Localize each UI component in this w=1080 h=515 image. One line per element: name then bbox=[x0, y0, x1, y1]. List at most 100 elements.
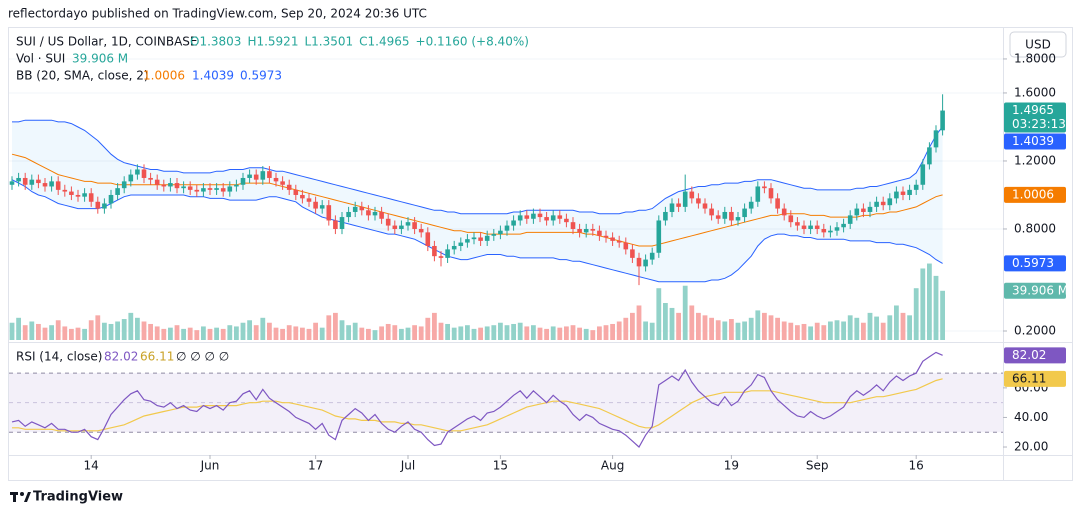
volume-bar bbox=[795, 325, 800, 340]
candle-body bbox=[36, 179, 41, 184]
candle-body bbox=[88, 193, 94, 202]
footer-brand: TradingView bbox=[33, 490, 123, 505]
candle-body bbox=[115, 188, 120, 195]
candle-body bbox=[451, 245, 457, 250]
candle-body bbox=[550, 215, 556, 221]
volume-bar bbox=[729, 319, 734, 340]
candle-body bbox=[121, 181, 127, 189]
bb-lower-tag-bg bbox=[1004, 255, 1066, 272]
candle-body bbox=[260, 171, 266, 180]
volume-bar bbox=[135, 317, 140, 340]
candle-body bbox=[214, 188, 219, 190]
bb-lower-value: 0.5973 bbox=[240, 69, 282, 83]
candle-body bbox=[814, 225, 820, 229]
candle-body bbox=[801, 225, 807, 229]
rsi-line bbox=[12, 378, 943, 432]
candle-body bbox=[82, 193, 87, 197]
volume-bar bbox=[36, 323, 41, 340]
candle-body bbox=[821, 228, 827, 233]
currency-button[interactable] bbox=[1009, 31, 1067, 58]
candle-body bbox=[339, 217, 345, 229]
candle-body bbox=[498, 230, 503, 235]
candle-body bbox=[709, 208, 714, 216]
bb-line bbox=[11, 179, 943, 283]
volume-bar bbox=[95, 315, 101, 340]
volume-bar bbox=[531, 325, 536, 340]
volume-bar bbox=[445, 323, 450, 340]
candle-body bbox=[247, 174, 252, 178]
volume-bar bbox=[392, 325, 398, 340]
x-tick-label: 15 bbox=[493, 459, 508, 473]
x-tick-label: Jun bbox=[200, 459, 220, 473]
volume-bar bbox=[313, 322, 318, 340]
volume-bar bbox=[940, 290, 945, 340]
candle-body bbox=[755, 186, 761, 202]
bb-line bbox=[12, 119, 944, 215]
volume-bar bbox=[689, 305, 695, 340]
volume-tag: 39.906 M bbox=[1012, 283, 1068, 297]
currency-label: USD bbox=[1025, 38, 1051, 52]
candle-body bbox=[894, 191, 899, 199]
candle-body bbox=[16, 177, 21, 182]
candle-body bbox=[729, 211, 734, 221]
volume-bar bbox=[775, 317, 780, 340]
volume-bar bbox=[220, 328, 226, 340]
candle-body bbox=[768, 188, 774, 199]
volume-bar bbox=[788, 322, 794, 340]
volume-bar bbox=[333, 312, 338, 340]
candle-body bbox=[69, 191, 74, 195]
candle-body bbox=[722, 211, 728, 219]
candle-body bbox=[306, 198, 312, 202]
volume-bar bbox=[42, 327, 48, 340]
volume-bar bbox=[181, 328, 186, 340]
candle-body bbox=[379, 211, 384, 219]
candle-body bbox=[649, 252, 655, 260]
candle-body bbox=[108, 194, 114, 204]
candle-body bbox=[610, 237, 615, 241]
candle-body bbox=[458, 242, 464, 246]
volume-bar bbox=[154, 326, 160, 340]
candle-body bbox=[597, 230, 602, 236]
price-tag-bg bbox=[1004, 102, 1066, 133]
volume-bar bbox=[75, 327, 81, 340]
candle-body bbox=[333, 220, 338, 229]
candle-body bbox=[880, 201, 886, 206]
candle-body bbox=[504, 225, 510, 231]
candle-body bbox=[412, 222, 417, 229]
volume-bar bbox=[544, 328, 549, 340]
candle-body bbox=[484, 235, 490, 241]
volume-bar bbox=[742, 321, 747, 340]
volume-bar bbox=[168, 327, 173, 340]
bb-mid-tag: 1.0006 bbox=[1012, 187, 1054, 201]
candle-body bbox=[715, 215, 721, 219]
volume-bar bbox=[814, 322, 820, 340]
candle-body bbox=[234, 184, 239, 187]
volume-bar bbox=[385, 323, 391, 340]
candle-body bbox=[352, 206, 358, 212]
candle-body bbox=[135, 169, 140, 175]
volume-bar bbox=[253, 325, 259, 340]
candle-body bbox=[478, 237, 483, 241]
volume-bar bbox=[9, 322, 15, 340]
volume-bar bbox=[570, 325, 576, 340]
volume-bar bbox=[352, 322, 358, 340]
candle-body bbox=[874, 201, 879, 207]
x-tick-label: Sep bbox=[806, 459, 829, 473]
footer-logo bbox=[10, 492, 31, 502]
overlay: SUI / US Dollar, 1D, COINBASE Vol · SUI … bbox=[16, 35, 529, 364]
candle-body bbox=[9, 181, 15, 185]
candle-body bbox=[471, 237, 477, 240]
price-tag-countdown: 03:23:13 bbox=[1012, 117, 1066, 131]
volume-bar bbox=[260, 317, 266, 340]
plot-area bbox=[9, 58, 1003, 448]
candle-body bbox=[933, 130, 939, 148]
candle-body bbox=[29, 179, 35, 185]
candle-body bbox=[861, 208, 866, 212]
candle-body bbox=[702, 203, 708, 209]
volume-bar bbox=[557, 327, 563, 340]
bb-line bbox=[11, 153, 943, 247]
candle-body bbox=[293, 189, 299, 195]
candle-body bbox=[557, 215, 563, 219]
